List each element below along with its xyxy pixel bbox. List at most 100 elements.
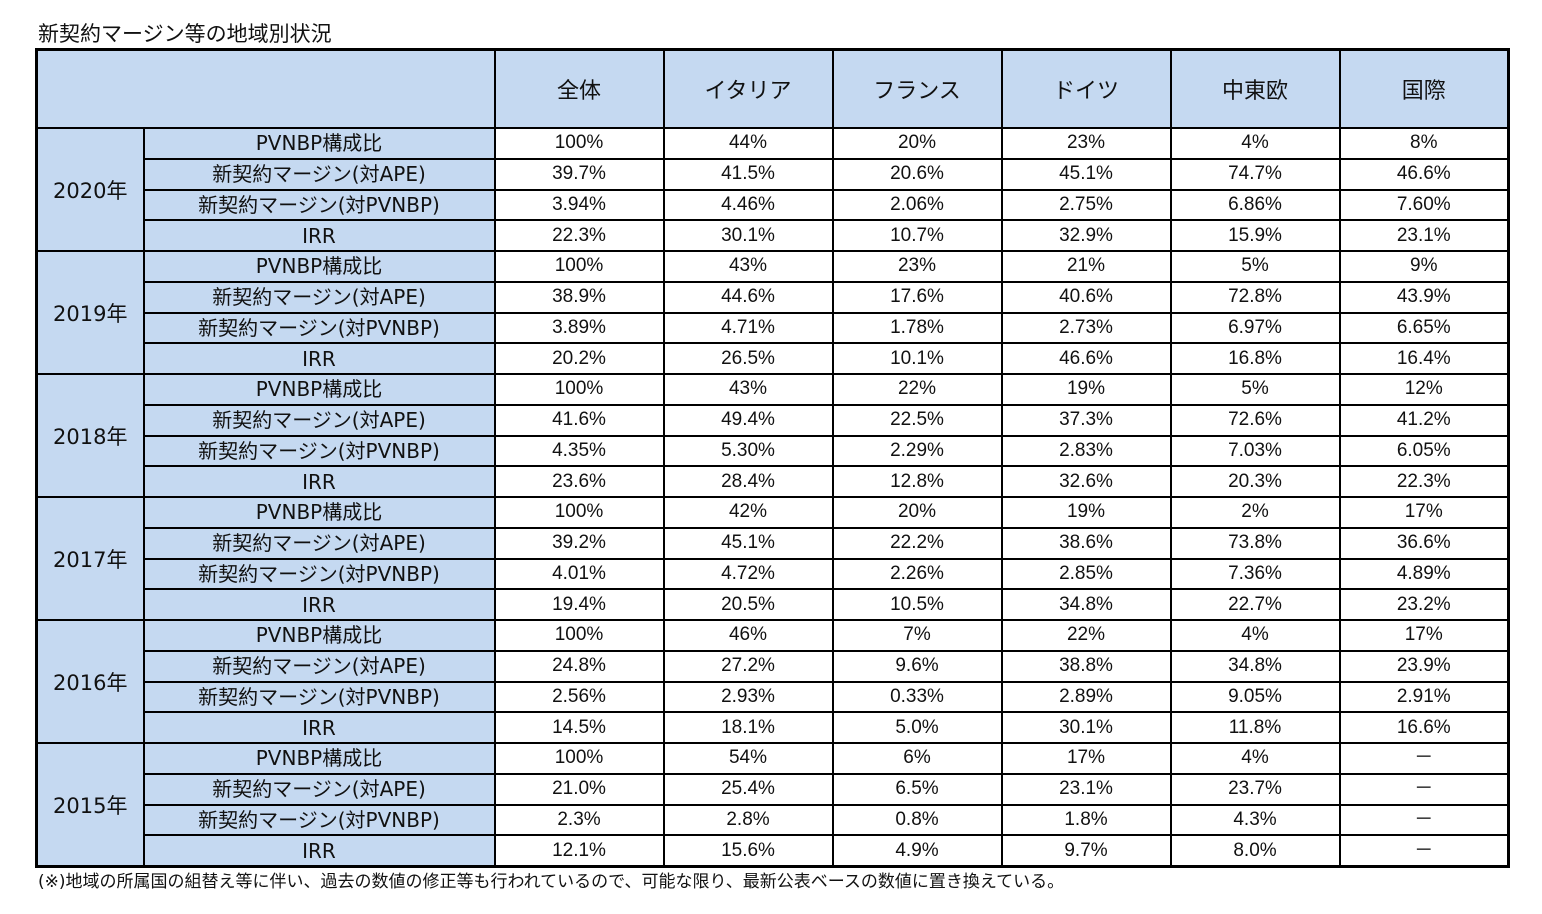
value-cell-france: 20.6% [831, 157, 1003, 191]
value-cell-italy: 4.46% [662, 188, 834, 222]
value-cell-total: 22.3% [493, 219, 665, 252]
value-cell-cee: 74.7% [1169, 157, 1341, 191]
metric-label-pvnbp-share: PVNBP構成比 [142, 619, 496, 652]
value-cell-international: 2.91% [1338, 680, 1510, 714]
metric-label-margin-ape: 新契約マージン(対APE) [142, 649, 496, 683]
column-header-international: 国際 [1338, 48, 1510, 129]
year-label: 2017年 [35, 496, 145, 621]
table-row: 2015年 PVNBP構成比 100% 54% 6% 17% 4% － [35, 742, 1510, 868]
value-cell-italy: 27.2% [662, 649, 834, 683]
value-cell-international: 12% [1338, 373, 1510, 406]
regional-margin-table: 全体 イタリア フランス ドイツ 中東欧 国際 2020年 PVNBP構成比 100… [35, 48, 1510, 868]
value-cell-total: 12.1% [493, 834, 665, 868]
value-cell-italy: 43% [662, 250, 834, 283]
year-label: 2016年 [35, 619, 145, 744]
value-cell-international: 46.6% [1338, 157, 1510, 191]
table-row: 新契約マージン(対APE) 38.9% 44.6% 17.6% 40.6% 72.8% 43… [37, 280, 1510, 314]
table-row: 2019年 PVNBP構成比 100% 43% 23% 21% 5% 9% [35, 250, 1510, 375]
table-body: 2020年 PVNBP構成比 100% 44% 20% 23% 4% 8% 新契約マージン(対A… [35, 127, 1510, 868]
value-cell-germany: 45.1% [1000, 157, 1172, 191]
value-cell-international: － [1338, 834, 1510, 868]
value-cell-total: 41.6% [493, 403, 665, 437]
table-row: IRR 12.1% 15.6% 4.9% 9.7% 8.0% － [37, 834, 1510, 868]
table-row: IRR 23.6% 28.4% 12.8% 32.6% 20.3% 22.3% [37, 465, 1510, 498]
value-cell-italy: 46% [662, 619, 834, 652]
value-cell-germany: 2.75% [1000, 188, 1172, 222]
metric-label-irr: IRR [142, 588, 496, 621]
header-row: 全体 イタリア フランス ドイツ 中東欧 国際 [35, 48, 1510, 129]
value-cell-international: － [1338, 772, 1510, 806]
value-cell-cee: 5% [1169, 373, 1341, 406]
value-cell-international: 16.6% [1338, 711, 1510, 744]
value-cell-international: 23.9% [1338, 649, 1510, 683]
value-cell-cee: 34.8% [1169, 649, 1341, 683]
value-cell-italy: 20.5% [662, 588, 834, 621]
year-label: 2019年 [35, 250, 145, 375]
value-cell-italy: 4.71% [662, 311, 834, 345]
value-cell-france: 17.6% [831, 280, 1003, 314]
value-cell-total: 38.9% [493, 280, 665, 314]
value-cell-germany: 2.85% [1000, 557, 1172, 591]
value-cell-international: 43.9% [1338, 280, 1510, 314]
metric-label-pvnbp-share: PVNBP構成比 [142, 373, 496, 406]
value-cell-cee: 4% [1169, 742, 1341, 775]
value-cell-italy: 41.5% [662, 157, 834, 191]
value-cell-france: 22.5% [831, 403, 1003, 437]
value-cell-italy: 2.8% [662, 803, 834, 837]
year-label: 2020年 [35, 127, 145, 252]
value-cell-germany: 19% [1000, 373, 1172, 406]
value-cell-france: 9.6% [831, 649, 1003, 683]
value-cell-france: 10.1% [831, 342, 1003, 375]
column-header-germany: ドイツ [1000, 48, 1172, 129]
metric-label-margin-pvnbp: 新契約マージン(対PVNBP) [142, 434, 496, 468]
value-cell-cee: 72.6% [1169, 403, 1341, 437]
value-cell-italy: 42% [662, 496, 834, 529]
value-cell-total: 100% [493, 742, 665, 775]
table-row: 新契約マージン(対PVNBP) 4.01% 4.72% 2.26% 2.85% 7.36%… [37, 557, 1510, 591]
value-cell-total: 21.0% [493, 772, 665, 806]
value-cell-total: 3.94% [493, 188, 665, 222]
value-cell-germany: 9.7% [1000, 834, 1172, 868]
metric-label-margin-ape: 新契約マージン(対APE) [142, 157, 496, 191]
value-cell-cee: 4.3% [1169, 803, 1341, 837]
value-cell-italy: 2.93% [662, 680, 834, 714]
table-row: 2018年 PVNBP構成比 100% 43% 22% 19% 5% 12% [35, 373, 1510, 498]
value-cell-cee: 8.0% [1169, 834, 1341, 868]
table-row: 2017年 PVNBP構成比 100% 42% 20% 19% 2% 17% [35, 496, 1510, 621]
value-cell-total: 3.89% [493, 311, 665, 345]
value-cell-total: 4.35% [493, 434, 665, 468]
value-cell-international: 23.1% [1338, 219, 1510, 252]
table-row: 新契約マージン(対PVNBP) 3.89% 4.71% 1.78% 2.73% 6.97%… [37, 311, 1510, 345]
value-cell-international: － [1338, 742, 1510, 775]
value-cell-germany: 34.8% [1000, 588, 1172, 621]
value-cell-france: 10.7% [831, 219, 1003, 252]
metric-label-margin-ape: 新契約マージン(対APE) [142, 526, 496, 560]
value-cell-france: 20% [831, 496, 1003, 529]
value-cell-cee: 7.03% [1169, 434, 1341, 468]
table-row: 新契約マージン(対PVNBP) 2.56% 2.93% 0.33% 2.89% 9.05%… [37, 680, 1510, 714]
value-cell-total: 100% [493, 619, 665, 652]
footnote: (※)地域の所属国の組替え等に伴い、過去の数値の修正等も行われているので、可能な… [38, 872, 1065, 892]
value-cell-international: 4.89% [1338, 557, 1510, 591]
value-cell-germany: 19% [1000, 496, 1172, 529]
table-row: IRR 22.3% 30.1% 10.7% 32.9% 15.9% 23.1% [37, 219, 1510, 252]
metric-label-pvnbp-share: PVNBP構成比 [142, 127, 496, 160]
value-cell-total: 19.4% [493, 588, 665, 621]
value-cell-france: 22.2% [831, 526, 1003, 560]
value-cell-total: 24.8% [493, 649, 665, 683]
table-row: 2016年 PVNBP構成比 100% 46% 7% 22% 4% 17% [35, 619, 1510, 744]
value-cell-france: 2.06% [831, 188, 1003, 222]
metric-label-margin-pvnbp: 新契約マージン(対PVNBP) [142, 311, 496, 345]
column-header-italy: イタリア [662, 48, 834, 129]
value-cell-france: 10.5% [831, 588, 1003, 621]
value-cell-total: 2.56% [493, 680, 665, 714]
value-cell-cee: 11.8% [1169, 711, 1341, 744]
value-cell-total: 39.2% [493, 526, 665, 560]
value-cell-international: 6.05% [1338, 434, 1510, 468]
value-cell-international: － [1338, 803, 1510, 837]
metric-label-irr: IRR [142, 465, 496, 498]
metric-label-margin-ape: 新契約マージン(対APE) [142, 403, 496, 437]
value-cell-france: 2.29% [831, 434, 1003, 468]
table-row: 新契約マージン(対APE) 21.0% 25.4% 6.5% 23.1% 23.7% － [37, 772, 1510, 806]
value-cell-germany: 38.8% [1000, 649, 1172, 683]
